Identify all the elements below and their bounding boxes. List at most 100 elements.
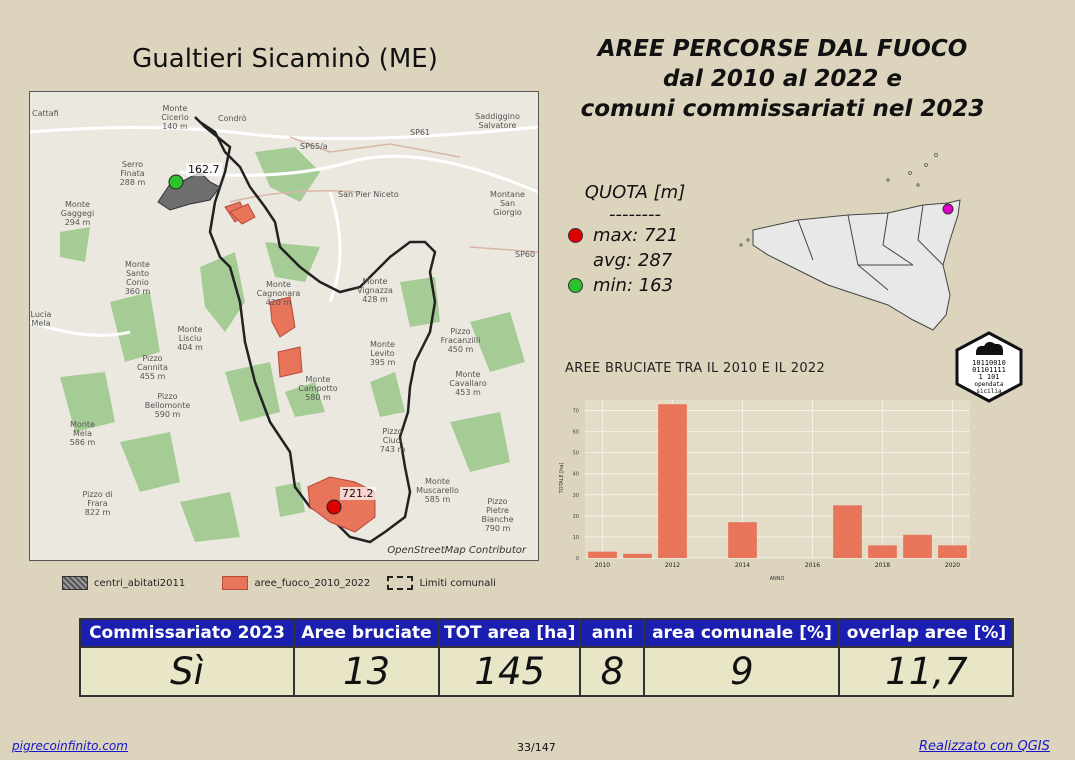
min-dot-icon	[568, 278, 583, 293]
y-tick-label: 30	[573, 493, 579, 499]
elevation-title: QUOTA [m]	[584, 182, 686, 203]
place-label: Monte Levito 395 m	[369, 340, 396, 367]
municipality-map[interactable]: 162.7 721.2 Cattafi Monte Cicerio 140 m C…	[29, 91, 539, 561]
built-up-area	[157, 171, 221, 211]
x-axis-label: ANNO	[770, 576, 785, 582]
y-tick-label: 70	[573, 409, 579, 415]
place-label: Pizzo Fracanzilli 450 m	[440, 327, 481, 354]
stats-table: Commissariato 2023 Aree bruciate TOT are…	[79, 618, 1015, 697]
header-cell: TOT area [ha]	[437, 618, 582, 648]
value-cell: 8	[579, 646, 646, 697]
max-elevation-label: 721.2	[340, 487, 376, 500]
place-label: Saddiggino Salvatore	[475, 112, 520, 130]
header-cell: Commissariato 2023	[79, 618, 295, 648]
municipal-boundary	[194, 116, 437, 544]
header-cell: area comunale [%]	[643, 618, 841, 648]
value-cell: 145	[437, 646, 582, 697]
chart-bar	[938, 545, 967, 558]
elevation-avg-row: avg: 287	[593, 250, 673, 271]
max-elevation-marker	[326, 499, 342, 515]
y-tick-label: 10	[573, 535, 579, 541]
place-label: Condrò	[218, 114, 247, 123]
legend-item: aree_fuoco_2010_2022	[222, 576, 370, 590]
chart-bar	[588, 551, 617, 558]
y-tick-label: 50	[573, 451, 579, 457]
place-label: Monte Campotto 580 m	[298, 375, 338, 402]
place-label: Monte Lisciu 404 m	[177, 325, 203, 352]
chart-bar	[868, 545, 897, 558]
x-tick-label: 2018	[875, 562, 890, 569]
stats-value-row: Sì 13 145 8 9 11,7	[79, 646, 1015, 697]
svg-text:01101111: 01101111	[972, 366, 1006, 374]
place-label: Monte Cagnonara 420 m	[256, 280, 301, 307]
x-tick-label: 2014	[735, 562, 750, 569]
sicily-locator-map	[739, 153, 961, 331]
header-cell: overlap aree [%]	[838, 618, 1015, 648]
place-label: Pizzo Bellomonte 590 m	[144, 392, 191, 419]
y-tick-label: 60	[573, 430, 579, 436]
boundary-swatch-icon	[387, 576, 414, 590]
chart-bar	[903, 534, 932, 558]
elevation-separator: --------	[609, 203, 661, 225]
place-label: Lucia Mela	[30, 310, 52, 328]
svg-text:opendata: opendata	[975, 381, 1004, 388]
main-title: AREE PERCORSE DAL FUOCO dal 2010 al 2022…	[580, 36, 985, 122]
roads	[30, 125, 538, 337]
road-label: SP60	[515, 250, 536, 259]
opendata-sicilia-logo: 10110010 01101111 1 101 opendata sicilia	[955, 331, 1023, 403]
road-label: SP65/a	[300, 142, 328, 151]
burned-area-bar-chart: 2010 2012 2014 2016 2018 2020 0 10 20 30 40 50 60 70…	[559, 400, 970, 582]
legend-item: centri_abitati2011	[62, 576, 185, 590]
value-cell: 11,7	[838, 646, 1015, 697]
chart-bars	[588, 404, 967, 558]
x-tick-label: 2020	[945, 562, 960, 569]
x-tick-label: 2012	[665, 562, 680, 569]
elevation-panel: QUOTA [m] -------- max: 721 avg: 287 min…	[560, 180, 710, 298]
place-label: Pizzo Cannita 455 m	[137, 354, 168, 381]
stats-header-row: Commissariato 2023 Aree bruciate TOT are…	[79, 618, 1015, 648]
y-tick-label: 20	[573, 514, 579, 520]
map-attribution: OpenStreetMap Contributor	[387, 545, 526, 556]
elevation-max-row: max: 721	[560, 223, 710, 248]
chart-y-ticks: 0 10 20 30 40 50 60 70	[573, 409, 579, 562]
svg-text:10110010: 10110010	[972, 359, 1006, 367]
page-number: 33/147	[517, 741, 556, 754]
burned-swatch-icon	[222, 576, 249, 590]
x-tick-label: 2016	[805, 562, 820, 569]
y-tick-label: 0	[576, 556, 579, 562]
chart-bar	[728, 522, 757, 558]
plot-area	[585, 400, 970, 558]
header-cell: Aree bruciate	[293, 618, 440, 648]
place-label: Pizzo Ciuci 743 m	[379, 427, 406, 454]
chart-bar	[658, 404, 687, 558]
min-elevation-marker	[168, 174, 184, 190]
y-tick-label: 40	[573, 472, 579, 478]
place-label: Monte Muscarello 585 m	[416, 477, 459, 504]
svg-text:sicilia: sicilia	[976, 388, 1002, 395]
max-dot-icon	[568, 228, 583, 243]
value-cell: 9	[643, 646, 841, 697]
chart-bar	[833, 505, 862, 558]
min-elevation-label: 162.7	[186, 163, 222, 176]
place-label: Pizzo Pietre Bianche 790 m	[481, 497, 514, 533]
road-label: SP61	[410, 128, 431, 137]
place-label: Monte Cicerio 140 m	[161, 104, 189, 131]
place-label: Monte Santo Conio 360 m	[124, 260, 151, 296]
place-label: Cattafi	[32, 109, 59, 118]
chart-bar	[623, 553, 652, 558]
place-label: Monte Vignazza 428 m	[357, 277, 393, 304]
place-label: Pizzo di Frara 822 m	[82, 490, 113, 517]
place-label: Monte Gaggegi 294 m	[60, 200, 95, 227]
value-cell: 13	[293, 646, 440, 697]
legend-item: Limiti comunali	[387, 576, 496, 590]
value-cell: Sì	[79, 646, 295, 697]
chart-x-ticks: 2010 2012 2014 2016 2018 2020	[595, 562, 960, 569]
place-label: Serro Finata 288 m	[119, 160, 146, 187]
built-up-swatch-icon	[62, 576, 88, 590]
municipality-location-marker	[942, 203, 954, 215]
qgis-link[interactable]: Realizzato con QGIS	[919, 739, 1050, 754]
place-label: Montane San Giorgio	[490, 190, 525, 217]
site-link[interactable]: pigrecoinfinito.com	[12, 739, 128, 753]
place-label: Monte Mela 586 m	[69, 420, 96, 447]
svg-text:1 101: 1 101	[978, 373, 999, 381]
